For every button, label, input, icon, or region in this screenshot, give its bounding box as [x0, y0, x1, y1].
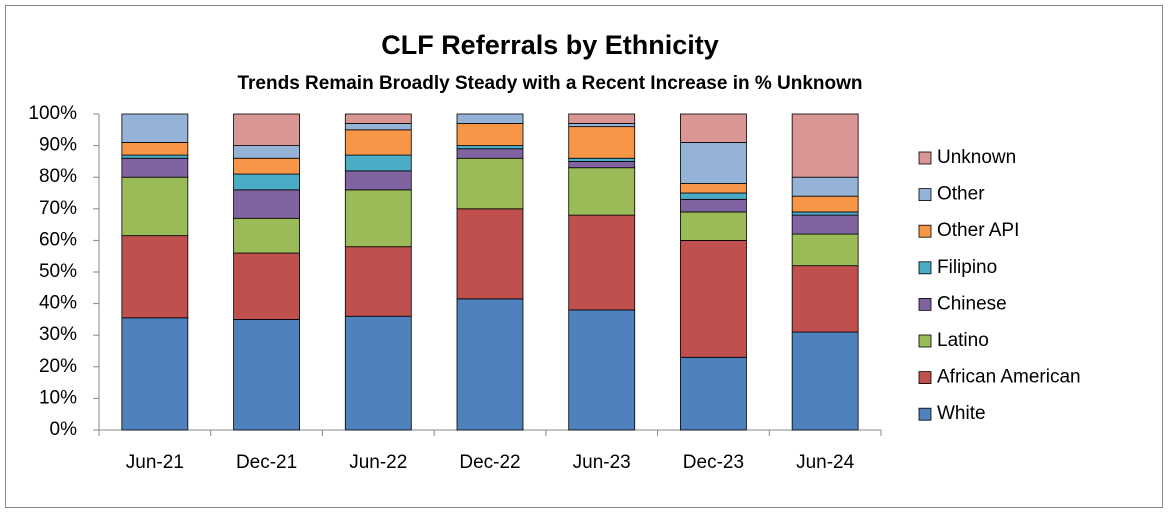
x-tick-label: Dec-21 — [236, 452, 297, 473]
bar-segment — [121, 113, 189, 143]
bar-segment — [680, 356, 747, 431]
bar-segment — [568, 160, 636, 169]
bar-segment — [233, 189, 300, 219]
bar-segment — [121, 176, 189, 237]
y-tick-label: 70% — [39, 198, 77, 219]
bar-segment — [680, 239, 747, 358]
bar-segment — [568, 126, 636, 159]
y-tick-label: 0% — [50, 419, 78, 440]
bar-segment — [456, 208, 524, 300]
bar-segment — [791, 265, 859, 333]
bar-segment — [344, 113, 412, 124]
legend-label: Latino — [937, 330, 989, 351]
bar-segment — [568, 123, 636, 128]
bar-segment — [344, 129, 412, 156]
legend-swatch — [918, 334, 932, 348]
bar-segment — [233, 318, 300, 431]
y-tick-label: 40% — [39, 293, 77, 314]
bar-segment — [456, 298, 524, 431]
x-tick-label: Jun-22 — [349, 452, 407, 473]
bar-segment — [456, 113, 524, 124]
legend-swatch — [918, 261, 932, 275]
bar-segment — [121, 235, 189, 319]
bar-segment — [344, 123, 412, 131]
y-tick-label: 50% — [39, 261, 77, 282]
legend-label: Filipino — [937, 257, 997, 278]
bar-segment — [233, 157, 300, 175]
bar-segment — [568, 214, 636, 311]
bar-segment — [791, 233, 859, 267]
legend-swatch — [918, 224, 932, 238]
bar-segment — [680, 192, 747, 200]
bar-segment — [233, 173, 300, 191]
chart-title: CLF Referrals by Ethnicity — [381, 30, 719, 60]
legend-label: White — [937, 403, 986, 424]
legend-swatch — [918, 151, 932, 165]
y-tick-label: 90% — [39, 135, 77, 156]
bar-segment — [233, 217, 300, 254]
bar-segment — [791, 331, 859, 431]
y-tick-label: 20% — [39, 356, 77, 377]
y-tick-label: 100% — [28, 103, 77, 124]
bar-segment — [456, 157, 524, 210]
x-tick-label: Dec-22 — [459, 452, 520, 473]
legend-label: Other — [937, 184, 985, 205]
bar-segment — [568, 157, 636, 162]
x-tick-label: Jun-21 — [126, 452, 184, 473]
legend-label: Chinese — [937, 293, 1007, 314]
bar-segment — [233, 252, 300, 320]
bar-segment — [791, 195, 859, 213]
y-tick-label: 60% — [39, 229, 77, 250]
bar-segment — [344, 154, 412, 172]
y-tick-label: 10% — [39, 387, 77, 408]
y-tick-label: 30% — [39, 324, 77, 345]
legend-swatch — [918, 297, 932, 311]
bar-segment — [344, 189, 412, 248]
bar-segment — [680, 211, 747, 241]
bar-segment — [344, 315, 412, 431]
bar-segment — [456, 123, 524, 147]
bar-segment — [791, 113, 859, 178]
bar-segment — [344, 170, 412, 191]
bar-segment — [568, 167, 636, 216]
bar-segment — [680, 113, 747, 143]
bar-segment — [233, 145, 300, 159]
bar-segment — [791, 176, 859, 197]
bar-segment — [344, 246, 412, 317]
bar-segment — [680, 142, 747, 184]
y-tick-label: 80% — [39, 166, 77, 187]
legend-label: African American — [937, 367, 1081, 388]
bar-segment — [121, 154, 189, 159]
legend-label: Unknown — [937, 147, 1016, 168]
legend-swatch — [918, 188, 932, 202]
bar-segment — [121, 317, 189, 431]
bar-segment — [456, 148, 524, 159]
x-tick-label: Dec-23 — [683, 452, 744, 473]
bar-segment — [568, 113, 636, 124]
bar-segment — [791, 214, 859, 235]
bar-segment — [568, 309, 636, 431]
bar-segment — [456, 145, 524, 150]
bar-segment — [680, 198, 747, 213]
bar-segment — [791, 211, 859, 216]
x-tick-label: Jun-24 — [796, 452, 855, 473]
chart-subtitle: Trends Remain Broadly Steady with a Rece… — [237, 73, 862, 94]
bar-segment — [680, 183, 747, 194]
legend-label: Other API — [937, 220, 1019, 241]
x-tick-label: Jun-23 — [573, 452, 631, 473]
legend-swatch — [918, 371, 932, 385]
bar-segment — [121, 142, 189, 156]
bar-segment — [121, 157, 189, 178]
legend-swatch — [918, 407, 932, 421]
bar-segment — [233, 113, 300, 147]
